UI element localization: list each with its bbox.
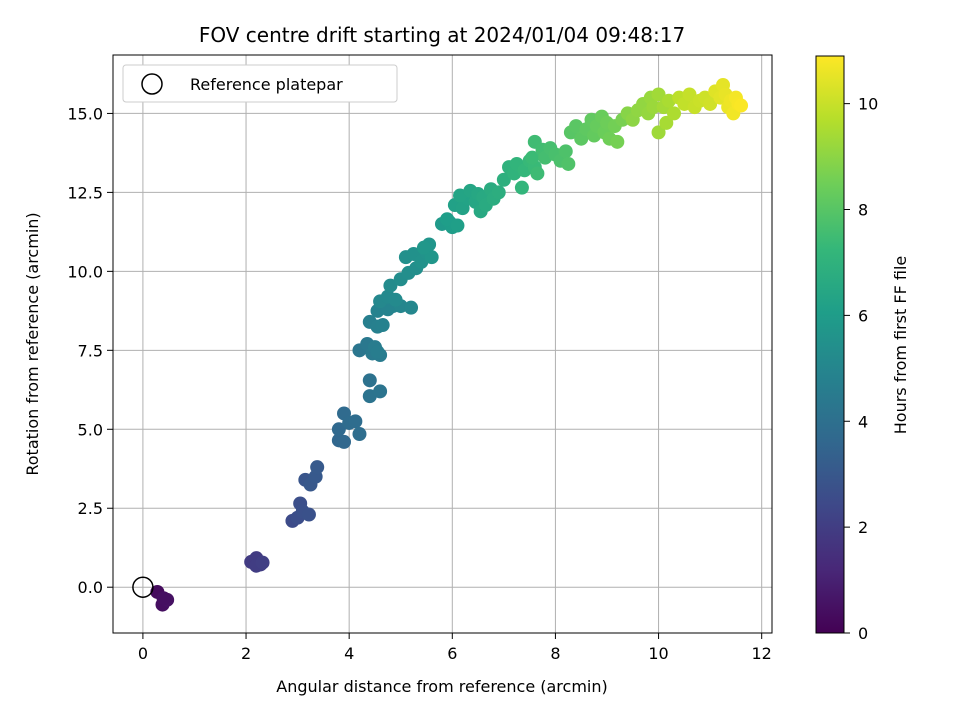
data-point — [491, 185, 506, 200]
chart-title: FOV centre drift starting at 2024/01/04 … — [199, 23, 685, 47]
legend: Reference platepar — [122, 64, 398, 103]
data-point — [424, 250, 439, 265]
colorbar — [815, 55, 845, 634]
x-axis-label: Angular distance from reference (arcmin) — [276, 677, 607, 696]
y-tick-label: 2.5 — [78, 499, 103, 518]
x-tick-label: 2 — [241, 644, 251, 663]
reference-platepar-marker — [132, 576, 154, 598]
legend-marker — [141, 73, 163, 95]
data-point — [514, 180, 529, 195]
colorbar-tick-label: 6 — [858, 306, 868, 325]
data-point — [301, 507, 316, 522]
x-tick-label: 10 — [648, 644, 668, 663]
data-point — [156, 591, 171, 606]
data-point — [651, 87, 666, 102]
reference-marker-layer — [132, 576, 154, 598]
y-tick-label: 0.0 — [78, 578, 103, 597]
data-point — [331, 422, 346, 437]
y-axis-ticks: 0.0 2.5 5.0 7.5 10.0 12.5 15.0 — [67, 104, 113, 597]
data-point — [404, 300, 419, 315]
colorbar-tick-label: 2 — [858, 518, 868, 537]
data-point — [667, 106, 682, 121]
legend-label: Reference platepar — [190, 75, 343, 94]
colorbar-ticks: 0 2 4 6 8 10 — [844, 95, 878, 643]
data-point — [703, 96, 718, 111]
x-tick-label: 12 — [752, 644, 772, 663]
x-tick-label: 4 — [344, 644, 354, 663]
data-point — [255, 555, 270, 570]
colorbar-tick-label: 4 — [858, 412, 868, 431]
colorbar-label: Hours from first FF file — [891, 256, 910, 435]
data-point — [646, 100, 661, 115]
data-points — [150, 78, 749, 612]
grid — [113, 55, 772, 633]
x-tick-label: 6 — [447, 644, 457, 663]
colorbar-tick-label: 10 — [858, 95, 878, 114]
data-point — [352, 427, 367, 442]
x-tick-label: 0 — [138, 644, 148, 663]
data-point — [450, 218, 465, 233]
data-point — [383, 278, 398, 293]
colorbar-tick-label: 8 — [858, 201, 868, 220]
y-axis-label: Rotation from reference (arcmin) — [23, 212, 42, 475]
y-tick-label: 10.0 — [67, 262, 103, 281]
data-point — [561, 156, 576, 171]
y-tick-label: 12.5 — [67, 183, 103, 202]
data-point — [558, 144, 573, 159]
data-point — [373, 384, 388, 399]
data-point — [375, 318, 390, 333]
data-point — [440, 212, 455, 227]
data-point — [530, 166, 545, 181]
data-point — [659, 115, 674, 130]
x-tick-label: 8 — [550, 644, 560, 663]
data-point — [416, 240, 431, 255]
data-point — [734, 98, 749, 113]
data-point — [682, 87, 697, 102]
y-tick-label: 5.0 — [78, 420, 103, 439]
legend-box — [122, 64, 398, 103]
data-point — [525, 150, 540, 165]
data-point — [388, 292, 403, 307]
data-point — [610, 134, 625, 149]
data-point — [310, 460, 325, 475]
data-point — [651, 125, 666, 140]
colorbar-tick-label: 0 — [858, 624, 868, 643]
y-tick-label: 15.0 — [67, 104, 103, 123]
y-tick-label: 7.5 — [78, 341, 103, 360]
data-point — [348, 414, 363, 429]
data-point — [370, 344, 385, 359]
plot-frame — [112, 54, 773, 634]
data-point — [362, 373, 377, 388]
data-point — [337, 434, 352, 449]
data-point — [496, 172, 511, 187]
x-axis-ticks: 0 2 4 6 8 10 12 — [138, 633, 772, 663]
